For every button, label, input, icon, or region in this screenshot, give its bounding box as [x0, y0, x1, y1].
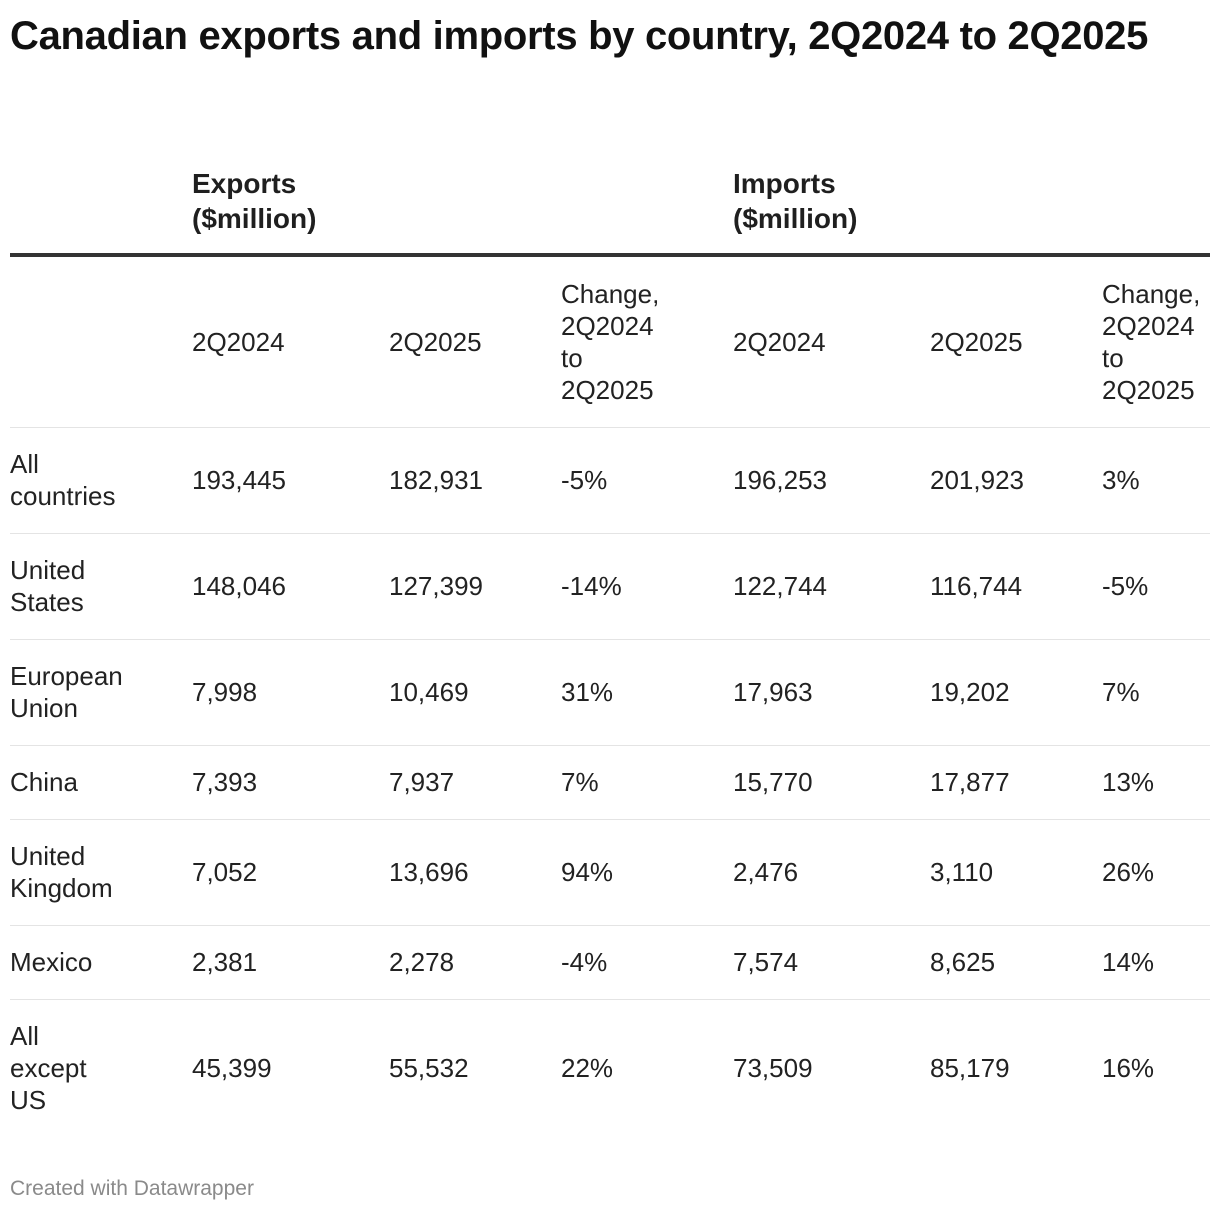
row-divider: [10, 925, 1210, 926]
table-cell: 17,963: [733, 677, 813, 707]
datawrapper-credit[interactable]: Created with Datawrapper: [10, 1177, 254, 1200]
row-divider: [10, 533, 1210, 534]
row-label: United States: [10, 555, 86, 617]
row-label: All countries: [10, 449, 116, 511]
row-label: All except US: [10, 1021, 87, 1115]
table-cell: -5%: [1102, 571, 1149, 601]
table-cell: 127,399: [389, 571, 483, 601]
table-cell: -4%: [561, 947, 608, 977]
chart-title: Canadian exports and imports by country,…: [10, 14, 1149, 58]
row-label: United Kingdom: [10, 841, 113, 903]
row-divider: [10, 427, 1210, 428]
table-cell: 17,877: [930, 767, 1010, 797]
column-header-4: 2Q2024: [733, 327, 826, 357]
table-cell: 31%: [561, 677, 614, 707]
table-cell: 116,744: [930, 571, 1023, 601]
table-cell: 7%: [561, 767, 599, 797]
row-divider: [10, 999, 1210, 1000]
table-cell: 16%: [1102, 1053, 1155, 1083]
table-cell: 13%: [1102, 767, 1155, 797]
column-header-6: Change, 2Q2024 to 2Q2025: [1102, 279, 1201, 405]
column-header-2: 2Q2025: [389, 327, 482, 357]
table-cell: 85,179: [930, 1053, 1010, 1083]
table-cell: 7,574: [733, 947, 799, 977]
table-cell: 2,381: [192, 947, 258, 977]
table-cell: 201,923: [930, 465, 1024, 495]
table-cell: 193,445: [192, 465, 286, 495]
table-cell: 14%: [1102, 947, 1155, 977]
table-cell: 10,469: [389, 677, 469, 707]
column-header-5: 2Q2025: [930, 327, 1023, 357]
table-cell: 2,278: [389, 947, 455, 977]
row-divider: [10, 819, 1210, 820]
table-cell: -14%: [561, 571, 622, 601]
table-cell: 8,625: [930, 947, 996, 977]
table-cell: 196,253: [733, 465, 827, 495]
table-cell: 19,202: [930, 677, 1010, 707]
table-cell: 148,046: [192, 571, 286, 601]
table-cell: 15,770: [733, 767, 813, 797]
table-cell: 3,110: [930, 857, 994, 887]
row-label: European Union: [10, 661, 123, 723]
table-cell: 122,744: [733, 571, 827, 601]
table-cell: 182,931: [389, 465, 483, 495]
column-header-3: Change, 2Q2024 to 2Q2025: [561, 279, 660, 405]
table-cell: 45,399: [192, 1053, 272, 1083]
group-header-exports: Exports ($million): [192, 168, 317, 234]
row-label: China: [10, 767, 78, 797]
table-cell: 55,532: [389, 1053, 469, 1083]
row-divider: [10, 745, 1210, 746]
table-cell: 13,696: [389, 857, 469, 887]
table-cell: 2,476: [733, 857, 799, 887]
table-cell: 22%: [561, 1053, 614, 1083]
table-cell: 7,998: [192, 677, 258, 707]
table-cell: 7%: [1102, 677, 1140, 707]
table-cell: 73,509: [733, 1053, 813, 1083]
table-cell: 3%: [1102, 465, 1140, 495]
table-cell: 94%: [561, 857, 614, 887]
row-divider: [10, 639, 1210, 640]
table-cell: 7,052: [192, 857, 258, 887]
column-header-1: 2Q2024: [192, 327, 285, 357]
table-cell: 7,393: [192, 767, 258, 797]
header-divider: [10, 253, 1210, 257]
group-header-imports: Imports ($million): [733, 168, 858, 234]
table-cell: 7,937: [389, 767, 455, 797]
row-label: Mexico: [10, 947, 93, 977]
table-cell: 26%: [1102, 857, 1155, 887]
table-cell: -5%: [561, 465, 608, 495]
